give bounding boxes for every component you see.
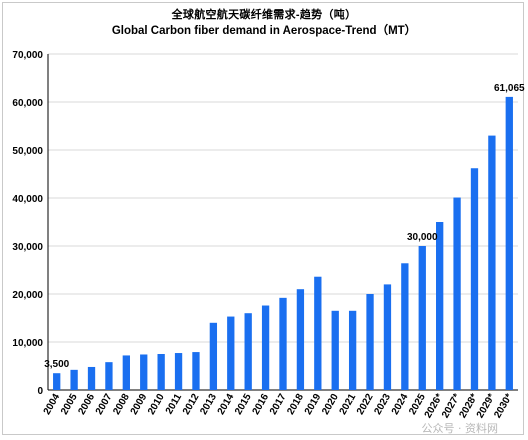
bar xyxy=(174,353,183,390)
bar xyxy=(227,316,235,390)
bar xyxy=(192,352,200,390)
x-tick-label: 2009 xyxy=(129,392,150,417)
bar xyxy=(418,246,426,390)
bar xyxy=(122,355,130,390)
x-tick-label: 2010 xyxy=(146,392,167,417)
y-tick-label: 30,000 xyxy=(12,242,43,253)
x-tick-label: 2005 xyxy=(59,392,80,417)
x-tick-label: 2013 xyxy=(198,392,219,417)
y-tick-label: 70,000 xyxy=(12,50,43,61)
x-tick-label: 2016 xyxy=(251,392,272,417)
data-label: 3,500 xyxy=(44,359,69,370)
bar xyxy=(314,276,322,390)
bar xyxy=(470,168,479,390)
bar xyxy=(53,373,61,390)
chart-title-chinese: 全球航空航天碳纤维需求-趋势（吨） xyxy=(171,9,357,21)
bar xyxy=(505,96,513,390)
data-label: 30,000 xyxy=(407,232,438,243)
bar xyxy=(383,284,392,390)
watermark: 公众号 · 资料网 xyxy=(421,422,499,435)
bar xyxy=(244,313,252,390)
x-tick-label: 2020 xyxy=(320,392,341,417)
x-tick-label: 2007 xyxy=(94,392,115,417)
bar xyxy=(296,289,305,390)
x-tick-label: 2014 xyxy=(216,392,237,417)
bar xyxy=(279,297,287,390)
x-tick-label: 2012 xyxy=(181,392,202,417)
bar xyxy=(488,135,496,390)
bar xyxy=(331,310,339,390)
chart-title: Global Carbon fiber demand in Aerospace-… xyxy=(111,25,417,37)
y-tick-label: 0 xyxy=(37,386,43,397)
x-tick-label: 2021 xyxy=(338,392,359,417)
x-tick-label: 2019 xyxy=(303,392,324,417)
x-tick-label: 2030* xyxy=(492,392,515,420)
x-tick-label: 2004 xyxy=(42,392,63,417)
bar xyxy=(105,362,113,390)
bar xyxy=(366,294,374,390)
x-tick-label: 2015 xyxy=(233,392,254,417)
x-tick-label: 2006 xyxy=(76,392,97,417)
bar xyxy=(436,222,444,390)
bar xyxy=(261,305,270,390)
x-tick-label: 2023 xyxy=(372,392,393,417)
bar xyxy=(87,366,96,390)
y-tick-label: 60,000 xyxy=(12,98,43,109)
bar xyxy=(70,369,78,390)
y-tick-label: 10,000 xyxy=(12,338,43,349)
bar xyxy=(453,197,461,390)
x-tick-label: 2018 xyxy=(285,392,306,417)
x-tick-label: 2017 xyxy=(268,392,289,417)
data-label: 61,065 xyxy=(494,83,525,94)
bar xyxy=(140,354,148,390)
x-tick-label: 2024 xyxy=(390,392,411,417)
y-tick-label: 50,000 xyxy=(12,146,43,157)
y-tick-label: 40,000 xyxy=(12,194,43,205)
bar xyxy=(209,322,218,390)
bar xyxy=(157,354,165,390)
bar xyxy=(348,310,357,390)
x-tick-label: 2008 xyxy=(111,392,132,417)
x-tick-label: 2022 xyxy=(355,392,376,417)
bar xyxy=(401,263,409,390)
y-tick-label: 20,000 xyxy=(12,290,43,301)
